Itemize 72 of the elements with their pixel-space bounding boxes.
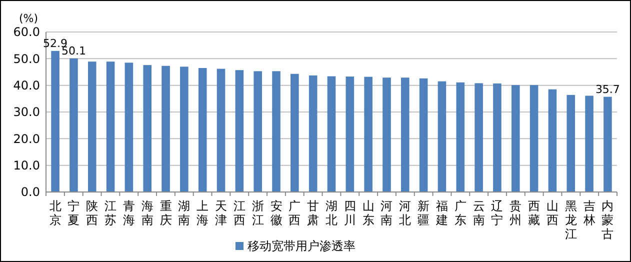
bar [216,68,226,192]
y-tick-label: 30.0 [13,105,40,120]
x-tick-label: 广东 [454,199,466,227]
x-tick-label: 四川 [344,199,356,227]
y-tick-label: 10.0 [13,158,40,173]
bar [548,89,557,192]
bar [272,71,280,192]
x-tick-label: 江苏 [104,199,117,227]
bar [180,66,188,192]
bar [308,75,318,192]
y-tick-label: 50.0 [13,52,40,66]
bar [401,78,410,192]
x-tick-label: 辽宁 [491,199,504,227]
data-label: 35.7 [595,82,620,96]
x-tick-label: 河北 [399,199,412,227]
bar [419,78,428,192]
x-tick-label: 河南 [380,199,393,227]
x-tick-label: 广西 [288,199,301,227]
bar [124,62,134,192]
bar [493,83,502,192]
x-tick-label: 黑龙江 [564,199,577,241]
x-tick-label: 上海 [196,199,209,227]
bar [364,76,372,192]
x-tick-label: 北京 [49,199,62,227]
x-tick-label: 浙江 [252,199,264,227]
x-tick-label: 内蒙古 [602,199,614,241]
bar [290,74,299,192]
x-tick-label: 西藏 [528,199,540,227]
x-tick-label: 宁夏 [68,199,80,227]
bar [585,96,594,192]
bar [474,83,483,192]
x-tick-label: 海南 [141,199,154,227]
x-tick-label: 甘肃 [307,199,320,227]
bar [566,94,576,192]
bar [88,62,96,192]
bar [106,62,115,192]
x-tick-label: 湖南 [178,199,190,227]
x-tick-label: 湖北 [326,199,338,227]
bar [254,71,262,192]
y-axis-title: (%) [18,12,38,25]
x-tick-label: 安徽 [270,199,282,227]
y-tick-label: 60.0 [13,25,40,40]
x-tick-label: 云南 [472,199,485,227]
x-tick-label: 天津 [215,199,228,227]
x-tick-label: 重庆 [160,199,172,227]
bar [235,70,244,192]
x-tick-label: 贵州 [510,199,522,227]
bar [143,65,152,192]
x-tick-label: 陕西 [86,199,98,227]
bar [198,68,207,192]
x-tick-label: 青海 [122,199,135,227]
bar [162,66,170,192]
bar [70,58,78,192]
legend-label: 移动宽带用户渗透率 [248,239,356,253]
bar [604,96,612,192]
bar [438,81,446,192]
y-tick-label: 20.0 [13,132,40,146]
bar [327,76,336,192]
x-tick-label: 江西 [233,199,246,227]
bar [51,50,60,192]
bar [382,78,391,192]
bar [346,76,354,192]
x-tick-label: 新疆 [418,199,430,227]
x-tick-label: 吉林 [582,199,596,227]
bar [511,85,520,192]
x-tick-label: 山东 [362,199,374,227]
bar [530,85,538,192]
y-tick-label: 0.0 [20,185,40,200]
x-tick-label: 福建 [434,199,448,227]
y-tick-label: 40.0 [13,78,40,93]
x-tick-label: 山西 [546,199,558,227]
bar [456,82,465,192]
